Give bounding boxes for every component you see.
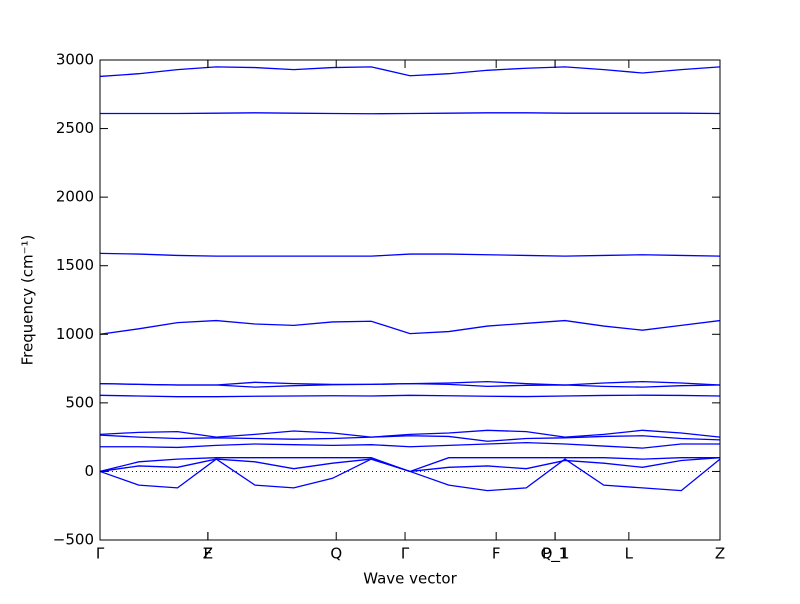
x-tick-label: Γ [401,545,410,563]
y-tick-label: 0 [84,462,94,480]
x-tick-label: Γ [96,545,105,563]
band-line [99,383,721,388]
band-line [99,319,721,335]
band-line [99,394,721,398]
x-tick-label: Q [330,545,342,563]
band-line [99,434,721,442]
plot-frame [99,59,721,541]
band-line [100,112,721,115]
y-tick-label: 1500 [56,256,94,274]
x-axis-label: Wave vector [363,570,457,588]
y-tick-label: 2500 [56,119,94,137]
band-line [99,252,721,257]
band-line [100,441,720,449]
y-tick-label: 3000 [56,51,94,69]
band-line [99,66,721,78]
x-tick-label: Z [203,545,213,563]
y-tick-label: 1000 [56,325,94,343]
y-tick-label: 2000 [56,188,94,206]
x-tick-label: L [625,545,634,563]
x-tick-label: F [204,545,213,563]
band-line [99,429,721,438]
band-line [99,458,721,492]
x-tick-label: Q_1 [541,545,570,564]
y-tick-label: 500 [65,393,94,411]
x-tick-label: P_1 [542,545,568,564]
y-tick-label: −500 [53,531,94,549]
y-axis-label: Frequency (cm⁻¹) [19,235,37,366]
x-tick-label: F [492,545,501,563]
x-tick-label: Z [715,545,725,563]
